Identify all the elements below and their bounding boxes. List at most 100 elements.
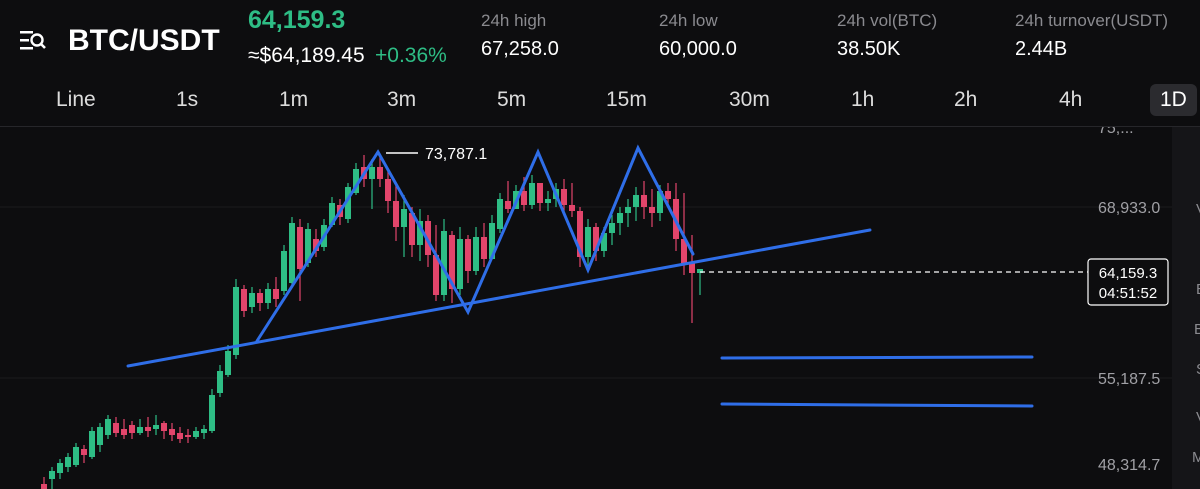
candle-body (49, 471, 55, 479)
candle-body (465, 239, 471, 271)
candle-body (545, 199, 551, 203)
candle-body (185, 435, 191, 437)
candle-body (409, 213, 415, 245)
stat-24h-high: 24h high 67,258.0 (481, 11, 559, 61)
last-price: 64,159.3 (248, 6, 346, 34)
chart-grid (0, 206, 1172, 379)
tab-15m[interactable]: 15m (606, 88, 647, 111)
tab-line[interactable]: Line (56, 88, 96, 111)
tab-5m[interactable]: 5m (497, 88, 527, 111)
candle-body (89, 431, 95, 457)
stat-value: 2.44B (1015, 38, 1068, 60)
candle-body (625, 207, 631, 213)
side-panel-edge[interactable]: V B B S V M (1172, 127, 1200, 489)
candle-body (273, 289, 279, 299)
stat-label: 24h turnover(USDT) (1015, 11, 1169, 30)
pair-menu-icon[interactable] (20, 29, 46, 51)
candle-body (241, 289, 247, 311)
usd-price: ≈$64,189.45 (248, 44, 365, 67)
candle-body (97, 427, 103, 445)
current-price-badge: 64,159.3 04:51:52 (1087, 258, 1169, 306)
candle-body (161, 423, 167, 431)
stat-label: 24h high (481, 11, 547, 30)
candle-body (681, 239, 687, 263)
peak-annotation-label: 73,787.1 (425, 146, 487, 163)
candle-body (561, 189, 567, 205)
candle-body (489, 223, 495, 259)
tab-1d[interactable]: 1D (1150, 84, 1197, 116)
candle-body (353, 169, 359, 193)
stat-label: 24h low (659, 11, 718, 30)
y-axis-label-top-partial: 75,... (1098, 127, 1134, 137)
candle-body (105, 419, 111, 435)
candle-body (521, 191, 527, 205)
side-letter: M (1192, 449, 1200, 466)
stat-label: 24h vol(BTC) (837, 11, 938, 30)
stat-value: 38.50K (837, 38, 901, 60)
candle-body (393, 201, 399, 227)
candle-body (401, 209, 407, 227)
candle-body (217, 371, 223, 393)
candle-body (369, 167, 375, 179)
candle-body (129, 425, 135, 433)
candle-body (145, 427, 151, 431)
candle-body (497, 199, 503, 229)
candle-body (601, 233, 607, 251)
candle-body (57, 463, 63, 473)
candle-body (433, 255, 439, 295)
candle-body (609, 223, 615, 233)
candle-body (201, 429, 207, 433)
candle-body (457, 239, 463, 289)
candle-body (233, 287, 239, 355)
tab-1h[interactable]: 1h (851, 88, 875, 111)
tab-1s[interactable]: 1s (176, 88, 199, 111)
drawing-lines[interactable] (126, 144, 1034, 408)
candle-body (617, 213, 623, 223)
candle-body (649, 207, 655, 213)
candle-body (137, 427, 143, 433)
y-axis-label: 68,933.0 (1098, 200, 1160, 217)
current-price-value: 64,159.3 (1099, 265, 1157, 282)
pair-name[interactable]: BTC/USDT (68, 24, 220, 57)
candle-body (569, 205, 575, 211)
candle-body (313, 239, 319, 251)
pattern-polyline (255, 144, 695, 343)
side-letter: V (1196, 201, 1200, 218)
candle-body (577, 211, 583, 257)
candlestick-chart[interactable]: 73,787.1 75,... 68,933.0 55,187.5 48,314… (0, 127, 1172, 489)
y-axis-label: 55,187.5 (1098, 371, 1160, 388)
candle-body (385, 179, 391, 201)
side-letter: V (1196, 409, 1200, 426)
stat-value: 60,000.0 (659, 38, 737, 60)
candle-body (153, 425, 159, 429)
candle-body (305, 229, 311, 263)
timeframe-tabs: Line 1s 1m 3m 5m 15m 30m 1h 2h 4h 1D (0, 80, 1200, 124)
header-divider (0, 126, 1200, 127)
tab-2h[interactable]: 2h (954, 88, 978, 111)
candle-body (65, 457, 71, 467)
tab-3m[interactable]: 3m (387, 88, 417, 111)
candle-body (257, 293, 263, 303)
candle-body (657, 191, 663, 213)
candle-body (113, 423, 119, 433)
candle-body (41, 484, 47, 489)
stat-24h-low: 24h low 60,000.0 (659, 11, 737, 61)
candle-body (289, 223, 295, 283)
candle-body (265, 289, 271, 303)
candle-body (225, 351, 231, 375)
ticker-header: BTC/USDT 64,159.3 ≈$64,189.45 +0.36% 24h… (0, 0, 1200, 76)
candle-body (329, 203, 335, 225)
candle-body (473, 237, 479, 271)
change-percent: +0.36% (375, 44, 447, 67)
candle-body (193, 431, 199, 437)
stat-value: 67,258.0 (481, 38, 559, 60)
candle-body (377, 167, 383, 179)
candle-body (417, 221, 423, 245)
tab-4h[interactable]: 4h (1059, 88, 1083, 111)
candle-body (177, 433, 183, 439)
tab-1m[interactable]: 1m (279, 88, 309, 111)
candle-body (697, 269, 703, 273)
candle-body (249, 293, 255, 307)
candle-body (641, 195, 647, 207)
tab-30m[interactable]: 30m (729, 88, 770, 111)
